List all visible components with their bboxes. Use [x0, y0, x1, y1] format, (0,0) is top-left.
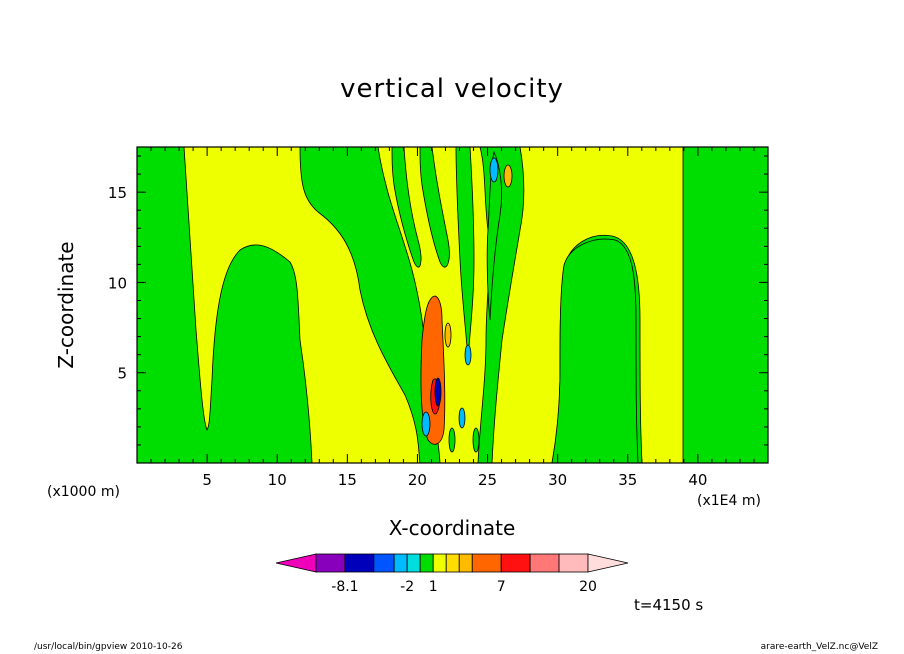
y-tick-label: 15: [108, 184, 127, 202]
x-axis-unit-label: (x1000 m): [47, 484, 120, 500]
footer-right-text: arare-earth_VelZ.nc@VelZ: [760, 642, 878, 652]
time-label: t=4150 s: [634, 596, 704, 614]
x-tick-label: 10: [268, 471, 287, 489]
contour-region: [458, 407, 466, 429]
contour-region: [183, 147, 421, 463]
colorbar-tick-label: -8.1: [331, 579, 358, 595]
x-tick-label: 5: [202, 471, 212, 489]
contour-fields: [183, 147, 684, 463]
contour-region: [444, 322, 452, 348]
x-tick-label: 15: [338, 471, 357, 489]
colorbar-cell: [458, 553, 473, 573]
colorbar-cell: [529, 553, 560, 573]
colorbar-tick-label: 1: [429, 579, 438, 595]
contour-region: [421, 411, 431, 437]
colorbar-cell: [432, 553, 447, 573]
colorbar-cell: [344, 553, 375, 573]
y-tick-label: 5: [117, 365, 127, 383]
colorbar-cell: [587, 553, 629, 573]
contour-region: [419, 147, 450, 268]
colorbar-cell: [558, 553, 589, 573]
x-tick-label: 25: [478, 471, 497, 489]
contour-region: [489, 157, 499, 183]
colorbar-tick-label: 7: [497, 579, 506, 595]
colorbar-tick-label: 20: [579, 579, 597, 595]
x-tick-label: 40: [688, 471, 707, 489]
contour-region: [551, 238, 639, 463]
contour-region: [464, 344, 472, 366]
colorbar-cell: [500, 553, 531, 573]
contour-region: [472, 427, 480, 453]
contour-region: [391, 147, 422, 268]
colorbar-tick-label: -2: [400, 579, 414, 595]
x-tick-label: 35: [618, 471, 637, 489]
colorbar-cell: [419, 553, 434, 573]
x-tick-label: 20: [408, 471, 427, 489]
x-axis-label: X-coordinate: [388, 516, 516, 540]
footer-left-text: /usr/local/bin/gpview 2010-10-26: [34, 642, 183, 652]
colorbar-cell: [445, 553, 460, 573]
contour-region: [503, 164, 513, 188]
colorbar-cell: [406, 553, 421, 573]
plot-frame: [136, 146, 769, 464]
axes: 5 10 15 20 25 30 35 40 5 10 15: [108, 147, 769, 489]
colorbar-cell: [393, 553, 408, 573]
colorbar: -8.1 -2 1 7 20: [275, 553, 629, 595]
contour-region: [434, 377, 442, 407]
colorbar-cell: [373, 553, 395, 573]
x-axis-scale-label: (x1E4 m): [697, 493, 761, 509]
chart-title: vertical velocity: [340, 74, 564, 104]
colorbar-cell: [471, 553, 502, 573]
contour-region: [486, 150, 502, 321]
x-tick-label: 30: [548, 471, 567, 489]
colorbar-cell: [275, 553, 317, 573]
y-tick-label: 10: [108, 274, 127, 292]
colorbar-cell: [315, 553, 346, 573]
contour-region: [448, 427, 456, 453]
